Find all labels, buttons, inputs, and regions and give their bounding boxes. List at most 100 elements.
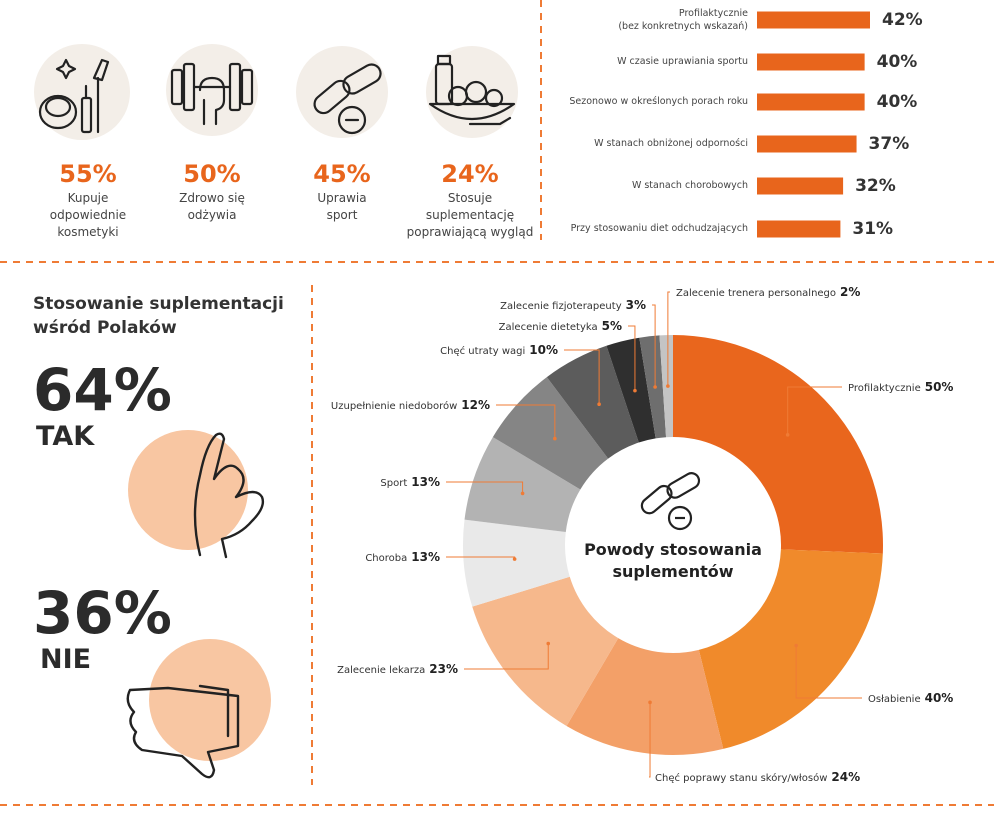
- donut-label: Osłabienie 40%: [868, 690, 953, 708]
- donut-label: Zalecenie trenera personalnego 2%: [676, 284, 860, 302]
- stat-value: 50%: [183, 160, 241, 188]
- leader-dot: [633, 388, 637, 393]
- separators: [0, 0, 994, 806]
- bar-label: Profilaktycznie (bez konkretnych wskazań…: [618, 8, 748, 32]
- donut-value: 12%: [461, 398, 490, 412]
- donut-label: Chęć utraty wagi 10%: [440, 342, 558, 360]
- donut-slice: [639, 335, 667, 439]
- donut-slice: [698, 549, 883, 749]
- donut-slice: [673, 335, 883, 554]
- donut-category: Zalecenie trenera personalnego: [676, 288, 837, 299]
- leader-dot: [597, 402, 601, 407]
- leader-line: [795, 645, 862, 699]
- cosmetics-icon: [38, 58, 110, 134]
- usage-value: 36%: [33, 579, 172, 647]
- donut-value: 40%: [924, 691, 954, 705]
- donut-category: Zalecenie fizjoterapeuty: [500, 301, 622, 312]
- donut-category: Zalecenie lekarza: [337, 665, 426, 676]
- donut-value: 5%: [601, 319, 622, 333]
- stat-value: 45%: [313, 160, 371, 188]
- donut-label: Zalecenie dietetyka 5%: [499, 318, 622, 336]
- usage-title: Stosowanie suplementacji wśród Polaków: [33, 294, 284, 338]
- bar-value: 31%: [852, 219, 894, 239]
- bar-label: W czasie uprawiania sportu: [617, 56, 748, 67]
- bar-label: W stanach obniżonej odporności: [594, 138, 748, 149]
- bar: [757, 11, 870, 29]
- leader-line: [649, 702, 651, 778]
- donut-slice: [566, 638, 724, 755]
- bar: [757, 135, 857, 153]
- leader-dot: [520, 491, 525, 496]
- bar-label: W stanach chorobowych: [631, 180, 748, 191]
- dumbbell-icon: [170, 62, 254, 126]
- stat-label: Kupuje odpowiednie kosmetyki: [49, 191, 127, 239]
- leader-line: [628, 325, 636, 391]
- stat-label: Uprawia sport: [317, 191, 367, 222]
- donut-slice: [546, 345, 639, 459]
- donut-value: 13%: [411, 550, 440, 564]
- leader-dot: [794, 643, 798, 648]
- leader-line: [464, 643, 549, 670]
- donut-category: Chęć poprawy stanu skóry/włosów: [655, 773, 828, 784]
- bar-value: 40%: [876, 92, 918, 112]
- donut-category: Uzupełnienie niedoborów: [330, 401, 458, 412]
- donut-value: 50%: [924, 380, 954, 394]
- bar-label: Sezonowo w określonych porach roku: [569, 96, 748, 107]
- leader-dot: [785, 433, 790, 437]
- donut-category: Osłabienie: [868, 694, 921, 705]
- thumbs-down: [126, 684, 240, 779]
- donut-title: Powody stosowania suplementów: [584, 540, 762, 581]
- usage-graphics: [126, 430, 271, 779]
- donut-label: Zalecenie fizjoterapeuty 3%: [500, 297, 646, 315]
- usage-label: NIE: [40, 644, 92, 675]
- center-icon: [640, 472, 701, 531]
- bar-value: 32%: [855, 176, 896, 196]
- donut-label: Uzupełnienie niedoborów 12%: [331, 397, 490, 415]
- donut-label: Zalecenie lekarza 23%: [337, 661, 458, 679]
- donut-value: 13%: [411, 475, 440, 489]
- donut-slice: [472, 576, 619, 727]
- accent-circle: [128, 430, 248, 550]
- bar: [757, 53, 865, 71]
- donut-value: 10%: [529, 343, 558, 357]
- donut-category: Zalecenie dietetyka: [498, 322, 598, 333]
- leader-dot: [546, 641, 551, 646]
- donut-category: Chęć utraty wagi: [440, 346, 526, 357]
- icon-backgrounds: [34, 44, 518, 140]
- usage-label: TAK: [36, 421, 95, 452]
- stat-label: Stosuje suplementację poprawiającą wyglą…: [406, 191, 534, 239]
- leader-line: [496, 404, 556, 439]
- donut-category: Sport: [380, 478, 408, 489]
- donut-label: Chęć poprawy stanu skóry/włosów 24%: [655, 769, 860, 787]
- leader-dot: [512, 557, 517, 561]
- pills-icon: [313, 63, 382, 135]
- leader-dot: [653, 385, 657, 389]
- donut-category: Choroba: [365, 553, 408, 564]
- stat-label: Zdrowo się odżywia: [179, 191, 245, 222]
- donut-label: Choroba 13%: [365, 549, 440, 567]
- donut-label: Profilaktycznie 50%: [848, 379, 953, 397]
- hand-icons: [126, 432, 265, 779]
- leader-line: [446, 481, 524, 494]
- donut-slice: [463, 519, 570, 607]
- bar-value: 40%: [876, 52, 918, 72]
- food-icon: [428, 54, 516, 126]
- leader-line: [787, 386, 842, 435]
- donut-value: 23%: [429, 662, 458, 676]
- icon-bg: [166, 44, 258, 136]
- bar-value: 37%: [868, 134, 910, 154]
- leader-dot: [666, 384, 670, 388]
- leader-dot: [553, 436, 557, 441]
- donut-category: Profilaktycznie: [848, 383, 921, 394]
- icon-bg: [296, 46, 388, 138]
- stat-value: 55%: [59, 160, 117, 188]
- donut-value: 2%: [840, 285, 861, 299]
- accent-circle: [149, 639, 271, 761]
- stat-value: 24%: [441, 160, 499, 188]
- bar-value: 42%: [882, 10, 923, 30]
- leader-dot: [648, 700, 652, 705]
- bar: [757, 177, 844, 195]
- donut-slice: [606, 337, 656, 443]
